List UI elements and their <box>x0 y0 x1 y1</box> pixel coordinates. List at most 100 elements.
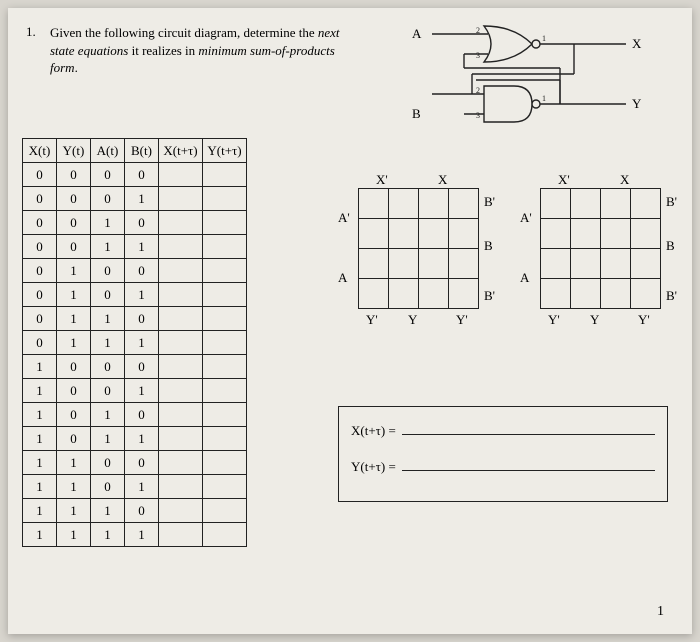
truth-cell: 0 <box>91 475 125 499</box>
pin2-bot: 2 <box>476 86 480 95</box>
truth-cell <box>203 331 247 355</box>
truth-cell: 1 <box>57 499 91 523</box>
truth-cell <box>203 283 247 307</box>
km-right-b: B <box>484 238 493 254</box>
kmap-x-grid <box>358 188 479 309</box>
table-row: 0101 <box>23 283 247 307</box>
circuit-diagram: 2 3 1 2 3 1 A B X Y <box>364 20 664 140</box>
truth-cell <box>159 331 203 355</box>
truth-cell <box>203 403 247 427</box>
pin2-top: 2 <box>476 26 480 35</box>
truth-cell <box>203 163 247 187</box>
truth-cell: 0 <box>23 259 57 283</box>
kmap-x: X' X A' A B' B B' Y' Y Y' <box>338 188 484 309</box>
truth-header-cell: Y(t) <box>57 139 91 163</box>
truth-cell: 1 <box>57 283 91 307</box>
truth-cell: 0 <box>91 187 125 211</box>
truth-cell <box>203 187 247 211</box>
truth-cell: 1 <box>91 331 125 355</box>
truth-cell: 1 <box>91 403 125 427</box>
table-row: 0111 <box>23 331 247 355</box>
truth-cell <box>159 307 203 331</box>
table-row: 1000 <box>23 355 247 379</box>
truth-cell <box>159 211 203 235</box>
table-row: 1110 <box>23 499 247 523</box>
km2-bot-yprime1: Y' <box>548 312 560 328</box>
truth-cell: 0 <box>125 499 159 523</box>
truth-cell: 1 <box>125 187 159 211</box>
truth-header-cell: Y(t+τ) <box>203 139 247 163</box>
truth-cell: 1 <box>125 427 159 451</box>
truth-cell <box>159 379 203 403</box>
pin3-bot: 3 <box>476 111 480 120</box>
km-right-bprime1: B' <box>484 194 495 210</box>
truth-cell <box>159 163 203 187</box>
qt-pre: Given the following circuit diagram, det… <box>50 25 318 40</box>
truth-cell: 1 <box>57 523 91 547</box>
answer-x-lhs: X(t+τ) = <box>351 423 396 439</box>
km2-top-x: X <box>620 172 629 188</box>
circuit-label-a: A <box>412 26 421 42</box>
truth-cell: 1 <box>57 475 91 499</box>
km-top-x: X <box>438 172 447 188</box>
qt-post: . <box>75 60 78 75</box>
truth-cell: 0 <box>125 355 159 379</box>
table-row: 0001 <box>23 187 247 211</box>
table-row: 1010 <box>23 403 247 427</box>
truth-cell: 1 <box>23 379 57 403</box>
truth-cell: 1 <box>91 211 125 235</box>
truth-cell: 0 <box>23 163 57 187</box>
truth-cell: 0 <box>57 427 91 451</box>
truth-cell: 1 <box>23 523 57 547</box>
truth-cell: 0 <box>125 451 159 475</box>
table-row: 1011 <box>23 427 247 451</box>
truth-cell: 0 <box>57 379 91 403</box>
km-left-aprime: A' <box>338 210 350 226</box>
truth-cell: 0 <box>125 211 159 235</box>
truth-table: X(t)Y(t)A(t)B(t)X(t+τ)Y(t+τ) 00000001001… <box>22 138 247 547</box>
answer-box: X(t+τ) = Y(t+τ) = <box>338 406 668 502</box>
truth-cell: 1 <box>125 283 159 307</box>
truth-cell: 0 <box>23 283 57 307</box>
truth-cell: 1 <box>23 403 57 427</box>
truth-cell <box>159 523 203 547</box>
page-number: 1 <box>657 604 664 620</box>
truth-cell <box>203 379 247 403</box>
truth-cell: 0 <box>91 451 125 475</box>
worksheet-page: 1. Given the following circuit diagram, … <box>8 8 692 634</box>
truth-cell: 1 <box>125 331 159 355</box>
km-top-xprime: X' <box>376 172 388 188</box>
truth-cell: 1 <box>91 523 125 547</box>
km2-bot-y: Y <box>590 312 599 328</box>
table-row: 0000 <box>23 163 247 187</box>
truth-cell: 0 <box>91 355 125 379</box>
truth-cell <box>159 235 203 259</box>
question-text: Given the following circuit diagram, det… <box>50 24 350 77</box>
table-row: 1111 <box>23 523 247 547</box>
pin1-bot: 1 <box>542 94 546 103</box>
truth-cell: 1 <box>57 259 91 283</box>
truth-cell: 1 <box>23 499 57 523</box>
kmap-y: X' X A' A B' B B' Y' Y Y' <box>520 188 666 309</box>
truth-cell: 0 <box>91 283 125 307</box>
truth-cell: 1 <box>57 451 91 475</box>
truth-cell: 0 <box>57 235 91 259</box>
truth-cell: 1 <box>91 499 125 523</box>
truth-cell <box>159 499 203 523</box>
truth-cell: 0 <box>125 163 159 187</box>
table-row: 0010 <box>23 211 247 235</box>
truth-cell: 0 <box>23 235 57 259</box>
km-right-bprime2: B' <box>484 288 495 304</box>
truth-cell <box>203 235 247 259</box>
km2-left-aprime: A' <box>520 210 532 226</box>
truth-table-head: X(t)Y(t)A(t)B(t)X(t+τ)Y(t+τ) <box>23 139 247 163</box>
truth-cell: 0 <box>125 307 159 331</box>
truth-cell: 0 <box>57 163 91 187</box>
km2-right-bprime2: B' <box>666 288 677 304</box>
kmap-pair: X' X A' A B' B B' Y' Y Y' X' X A' A B' B… <box>338 188 666 309</box>
truth-cell <box>203 307 247 331</box>
truth-cell: 0 <box>23 187 57 211</box>
truth-header-cell: X(t) <box>23 139 57 163</box>
truth-cell: 1 <box>23 475 57 499</box>
truth-cell <box>159 403 203 427</box>
